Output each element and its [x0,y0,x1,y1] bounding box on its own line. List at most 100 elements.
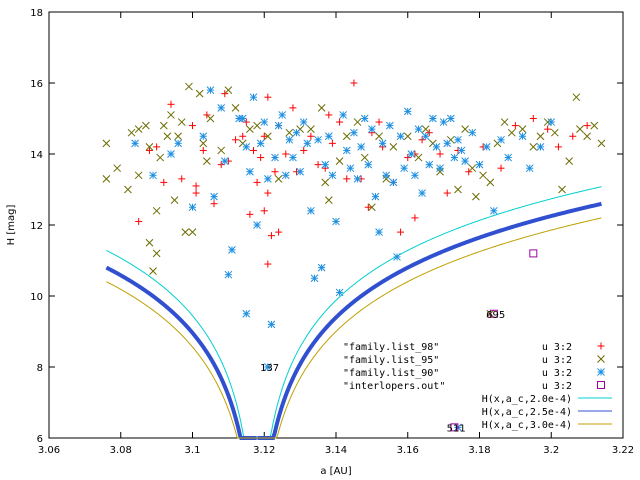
data-point [479,171,487,180]
data-point [389,178,398,187]
data-point [289,104,297,112]
data-point [264,93,272,101]
data-point [536,143,545,151]
y-axis-label: H [mag] [6,205,17,246]
data-point [357,143,365,151]
legend-curve-label: H(x,a_c,2.5e-4) [482,407,572,418]
data-point [504,153,513,162]
data-point-stroke [529,249,538,258]
data-point [436,167,444,176]
data-point [242,309,251,318]
data-point [554,143,562,151]
data-point [153,143,161,151]
data-point [324,132,333,141]
data-point-stroke [199,139,208,148]
data-point [489,206,498,215]
data-point-stroke [314,135,322,144]
data-point [206,86,215,94]
data-point [267,320,276,329]
data-point-stroke [389,178,398,187]
data-point [134,171,143,180]
data-point-stroke [134,171,143,180]
data-point-stroke [565,157,574,165]
data-point-stroke [253,121,261,130]
data-point-stroke [385,121,394,130]
data-point [360,114,369,123]
data-point-stroke [450,153,459,162]
data-point-stroke [436,164,444,173]
data-point-stroke [353,118,362,126]
data-point-stroke [393,253,401,261]
data-point-stroke [479,171,487,180]
data-point-stroke [174,139,183,148]
legend-file-label: "interlopers.out" [343,381,445,392]
data-point [299,118,308,126]
data-point [565,157,574,165]
data-point [246,167,254,176]
data-point-stroke [307,206,315,215]
data-point-stroke [170,196,179,205]
data-point [597,139,606,148]
data-point [371,192,380,201]
data-point-stroke [382,174,391,183]
data-point [239,132,247,140]
data-point-stroke [482,143,491,151]
data-point [160,178,168,186]
curve-group [105,186,602,440]
data-point-stroke [181,228,190,236]
data-point [199,132,208,141]
data-point [206,114,215,123]
data-point-stroke [429,114,437,123]
data-point-stroke [185,82,193,91]
data-point-stroke [468,164,477,173]
data-point-stroke [134,125,143,134]
data-point-stroke [421,125,430,134]
data-point [429,114,437,123]
data-point [170,196,179,205]
data-point [443,139,452,148]
data-point-stroke [167,150,175,158]
data-point [188,228,197,236]
legend-marker-stroke [597,381,605,389]
legend-file-label: "family.list_95" [343,355,439,366]
data-point [314,161,322,169]
data-point [285,135,294,144]
y-tick-label: 16 [30,79,43,90]
data-point [142,121,150,130]
data-point [403,107,412,116]
data-point [536,132,545,141]
data-point-stroke [127,128,136,137]
data-point-stroke [113,164,122,173]
data-point [210,200,218,208]
data-point-stroke [299,118,308,126]
data-point-stroke [371,192,380,201]
data-point [307,206,315,215]
data-point-stroke [324,132,333,141]
data-point [418,136,426,144]
data-point [263,174,272,183]
data-point [310,274,319,283]
legend-series-label: u 3:2 [542,342,572,353]
data-point [177,118,186,126]
data-point-stroke [518,132,527,141]
data-point-stroke [289,153,297,162]
data-point [260,132,268,140]
data-point [321,160,330,169]
data-point-stroke [328,171,337,180]
data-point [271,153,279,162]
data-point [253,221,261,229]
data-point [461,125,470,134]
data-point [511,122,519,130]
data-point [583,132,591,141]
data-point [210,192,218,201]
data-point-stroke [536,132,545,141]
h-curve [106,249,257,439]
data-point-stroke [411,171,419,180]
data-point [271,168,279,176]
data-point-stroke [199,132,208,141]
data-point [278,111,287,119]
data-point [325,111,333,119]
data-point [145,238,154,247]
x-tick-label: 3.14 [325,445,347,456]
data-point-stroke [149,267,157,276]
